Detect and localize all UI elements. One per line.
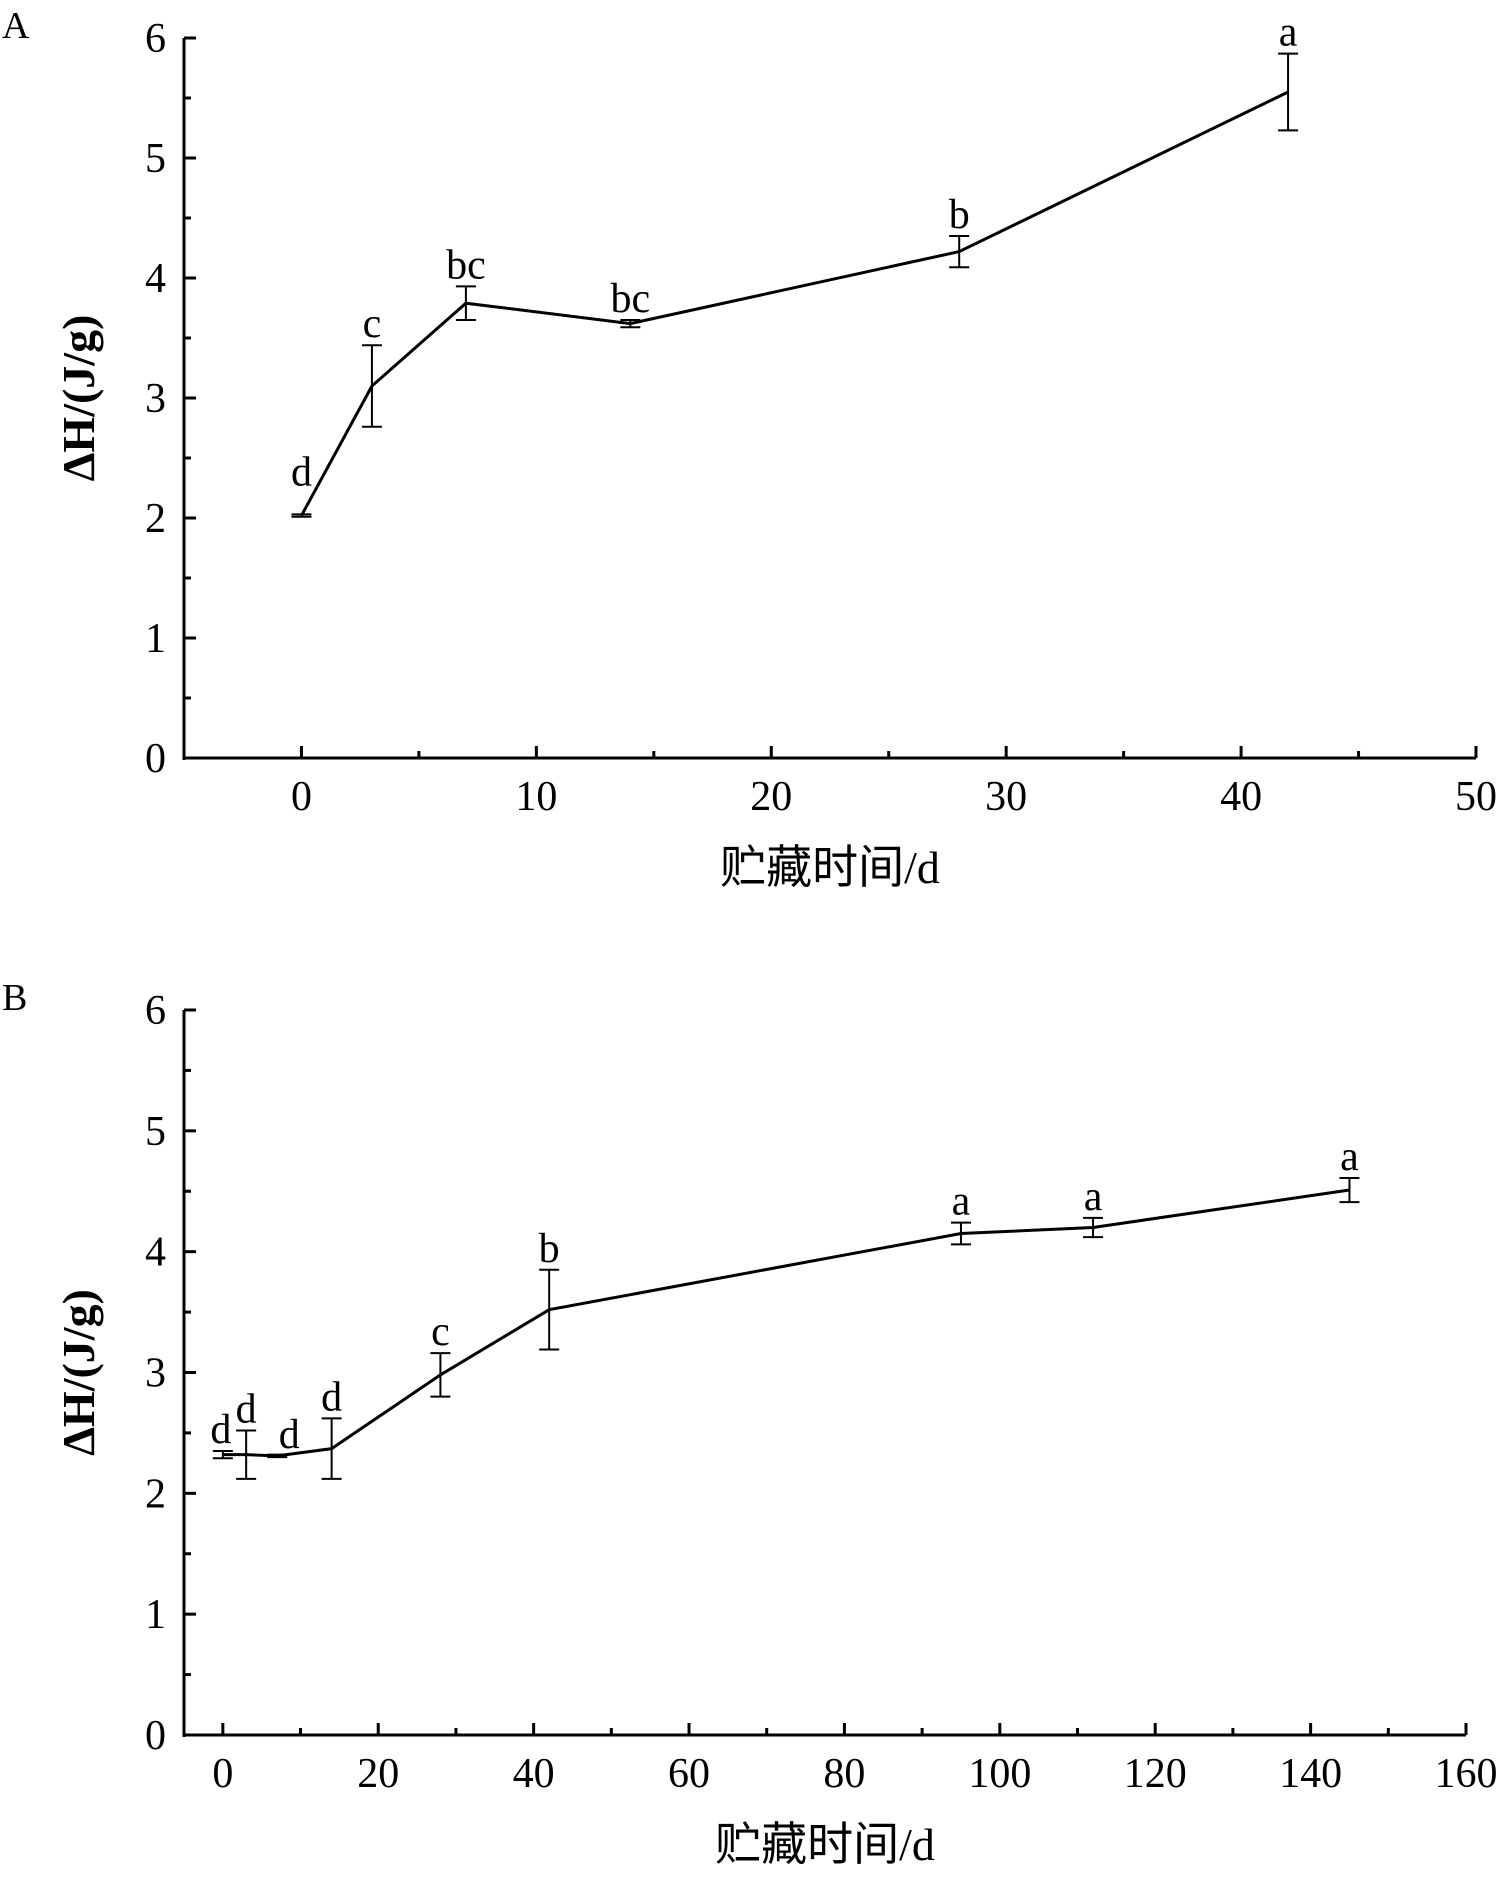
error-bar (1278, 52, 1299, 132)
series-line (222, 1188, 1350, 1458)
error-bar (361, 344, 382, 428)
x-axis-label: 贮藏时间/d (715, 1819, 935, 1870)
y-tick-label: 3 (145, 1351, 166, 1397)
y-tick-label: 6 (145, 16, 166, 62)
x-tick-label: 60 (668, 1751, 710, 1797)
y-tick-label: 5 (145, 1109, 166, 1155)
x-tick-label: 40 (513, 1751, 555, 1797)
x-tick-label: 50 (1455, 774, 1497, 820)
point-label: c (431, 1309, 450, 1355)
point-label: d (279, 1412, 300, 1458)
y-tick-label: 0 (145, 736, 166, 782)
y-tick-label: 6 (145, 988, 166, 1034)
x-tick-label: 30 (985, 774, 1027, 820)
y-axis-label: ΔH/(J/g) (53, 1289, 104, 1456)
point-label: c (363, 301, 382, 347)
point-label: d (210, 1407, 231, 1453)
error-bar (430, 1352, 451, 1398)
chart-panel-a: A 0 1 2 3 4 5 6 0 10 20 30 40 50 贮藏时间/d ΔH/(J/g) d c bc bc b… (2, 5, 1497, 893)
y-tick-label: 1 (145, 616, 166, 662)
error-bar (950, 1221, 971, 1246)
error-bar (236, 1429, 257, 1480)
x-tick-label: 40 (1220, 774, 1262, 820)
x-tick-label: 0 (291, 774, 312, 820)
point-label: d (236, 1387, 257, 1433)
point-label: a (1340, 1134, 1359, 1180)
series-line (300, 90, 1289, 517)
y-tick-label: 1 (145, 1592, 166, 1638)
error-bar (949, 235, 970, 269)
error-bar (539, 1268, 560, 1351)
y-tick-label: 2 (145, 496, 166, 542)
error-bar (1083, 1216, 1104, 1239)
point-label: b (539, 1226, 560, 1272)
point-label: a (1084, 1174, 1103, 1220)
x-tick-label: 160 (1435, 1751, 1498, 1797)
x-tick-label: 20 (750, 774, 792, 820)
x-tick-label: 0 (212, 1751, 233, 1797)
error-bar (291, 513, 312, 518)
error-bar (620, 319, 641, 329)
error-bar (1339, 1176, 1360, 1204)
error-bar (212, 1450, 233, 1460)
y-tick-label: 3 (145, 376, 166, 422)
y-tick-label: 5 (145, 136, 166, 182)
x-tick-label: 80 (823, 1751, 865, 1797)
y-tick-label: 2 (145, 1471, 166, 1517)
x-tick-label: 10 (515, 774, 557, 820)
point-label: bc (610, 276, 650, 322)
y-axis-label: ΔH/(J/g) (53, 315, 104, 482)
point-label: d (291, 450, 312, 496)
point-label: a (952, 1179, 971, 1225)
point-label: a (1279, 10, 1298, 56)
x-tick-label: 140 (1279, 1751, 1342, 1797)
x-tick-label: 20 (357, 1751, 399, 1797)
error-bar (455, 285, 476, 321)
panel-label: B (2, 977, 27, 1019)
x-tick-label: 120 (1124, 1751, 1187, 1797)
x-axis-label: 贮藏时间/d (720, 842, 940, 893)
point-label: bc (446, 242, 486, 288)
error-bar (321, 1417, 342, 1480)
point-label: b (949, 192, 970, 238)
y-tick-label: 0 (145, 1713, 166, 1759)
y-tick-label: 4 (145, 1230, 166, 1276)
panel-label: A (2, 5, 30, 47)
x-tick-label: 100 (968, 1751, 1031, 1797)
y-tick-label: 4 (145, 256, 166, 302)
point-label: d (321, 1374, 342, 1420)
error-bar (267, 1453, 288, 1459)
